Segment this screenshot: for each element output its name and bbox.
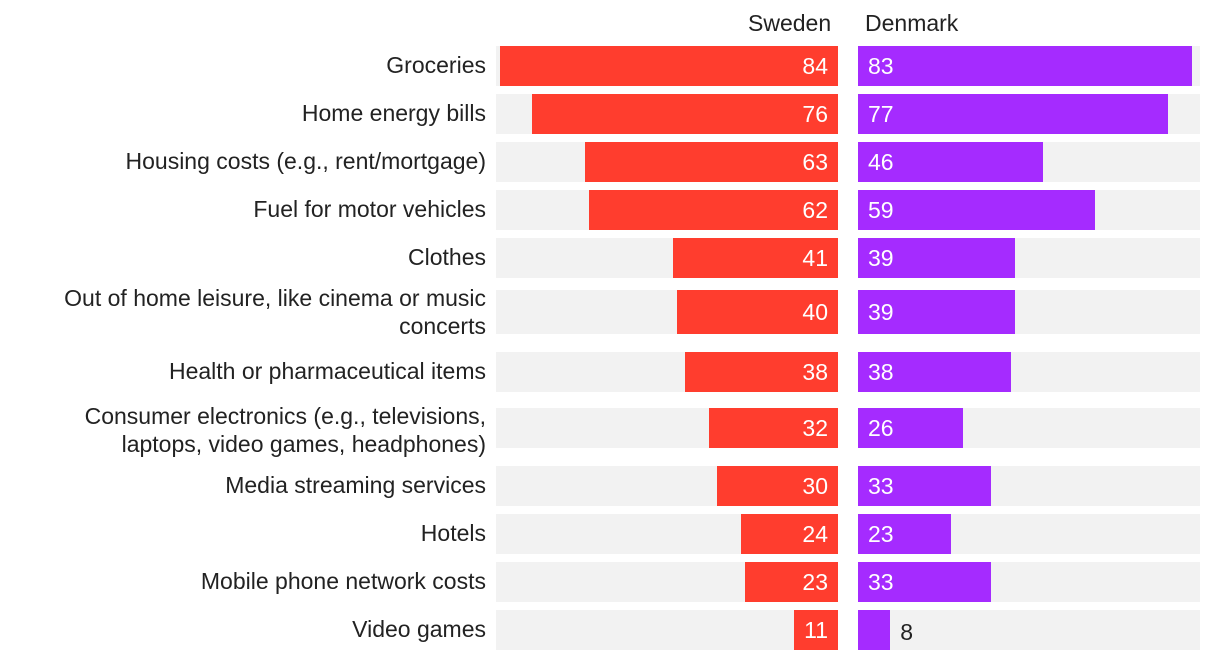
category-label: Home energy bills bbox=[301, 100, 486, 126]
category-label: Video games bbox=[352, 616, 486, 642]
denmark-value: 8 bbox=[900, 619, 913, 645]
denmark-value: 39 bbox=[868, 245, 894, 271]
sweden-value: 30 bbox=[802, 473, 828, 499]
sweden-value: 41 bbox=[802, 245, 828, 271]
denmark-value: 23 bbox=[868, 521, 894, 547]
category-label: Out of home leisure, like cinema or musi… bbox=[64, 285, 486, 339]
category-label: Mobile phone network costs bbox=[200, 568, 486, 594]
sweden-value: 62 bbox=[802, 197, 828, 223]
sweden-bar bbox=[745, 562, 838, 602]
denmark-track bbox=[858, 610, 1200, 650]
sweden-value: 76 bbox=[802, 101, 828, 127]
category-label: Consumer electronics (e.g., televisions,… bbox=[84, 403, 486, 457]
sweden-value: 24 bbox=[802, 521, 828, 547]
sweden-bar bbox=[741, 514, 838, 554]
denmark-bar bbox=[858, 94, 1168, 134]
denmark-bar bbox=[858, 46, 1192, 86]
sweden-value: 84 bbox=[802, 53, 828, 79]
sweden-bar bbox=[685, 352, 838, 392]
sweden-value: 23 bbox=[802, 569, 828, 595]
sweden-bar bbox=[673, 238, 838, 278]
denmark-bar bbox=[858, 142, 1044, 182]
sweden-value: 38 bbox=[802, 359, 828, 385]
denmark-value: 77 bbox=[868, 101, 894, 127]
category-label: Media streaming services bbox=[225, 472, 486, 498]
denmark-value: 59 bbox=[868, 197, 894, 223]
denmark-value: 33 bbox=[868, 473, 894, 499]
denmark-value: 83 bbox=[868, 53, 894, 79]
denmark-value: 39 bbox=[868, 299, 894, 325]
denmark-value: 38 bbox=[868, 359, 894, 385]
category-label: Fuel for motor vehicles bbox=[253, 196, 486, 222]
denmark-bar bbox=[858, 190, 1096, 230]
denmark-header: Denmark bbox=[865, 10, 959, 36]
denmark-bar bbox=[858, 466, 991, 506]
denmark-bar bbox=[858, 290, 1015, 334]
sweden-header: Sweden bbox=[748, 10, 832, 36]
sweden-track bbox=[496, 610, 838, 650]
sweden-value: 11 bbox=[804, 617, 828, 643]
sweden-value: 32 bbox=[802, 415, 828, 441]
denmark-value: 33 bbox=[868, 569, 894, 595]
sweden-value: 40 bbox=[802, 299, 828, 325]
sweden-bar bbox=[532, 94, 838, 134]
sweden-bar bbox=[677, 290, 838, 334]
sweden-value: 63 bbox=[802, 149, 828, 175]
sweden-bar bbox=[500, 46, 838, 86]
sweden-bar bbox=[584, 142, 838, 182]
category-label: Clothes bbox=[408, 244, 486, 270]
denmark-value: 26 bbox=[868, 415, 894, 441]
denmark-bar bbox=[858, 408, 963, 448]
category-label: Housing costs (e.g., rent/mortgage) bbox=[125, 148, 487, 174]
denmark-bar bbox=[858, 514, 951, 554]
denmark-bar bbox=[858, 238, 1015, 278]
sweden-bar bbox=[709, 408, 838, 448]
sweden-bar bbox=[717, 466, 838, 506]
category-label: Groceries bbox=[386, 52, 486, 78]
category-label: Hotels bbox=[420, 520, 486, 546]
category-label: Health or pharmaceutical items bbox=[168, 358, 486, 384]
denmark-bar bbox=[858, 610, 891, 650]
sweden-bar bbox=[588, 190, 838, 230]
denmark-bar bbox=[858, 562, 991, 602]
denmark-value: 46 bbox=[868, 149, 894, 175]
denmark-bar bbox=[858, 352, 1011, 392]
sweden-bar bbox=[793, 610, 838, 650]
